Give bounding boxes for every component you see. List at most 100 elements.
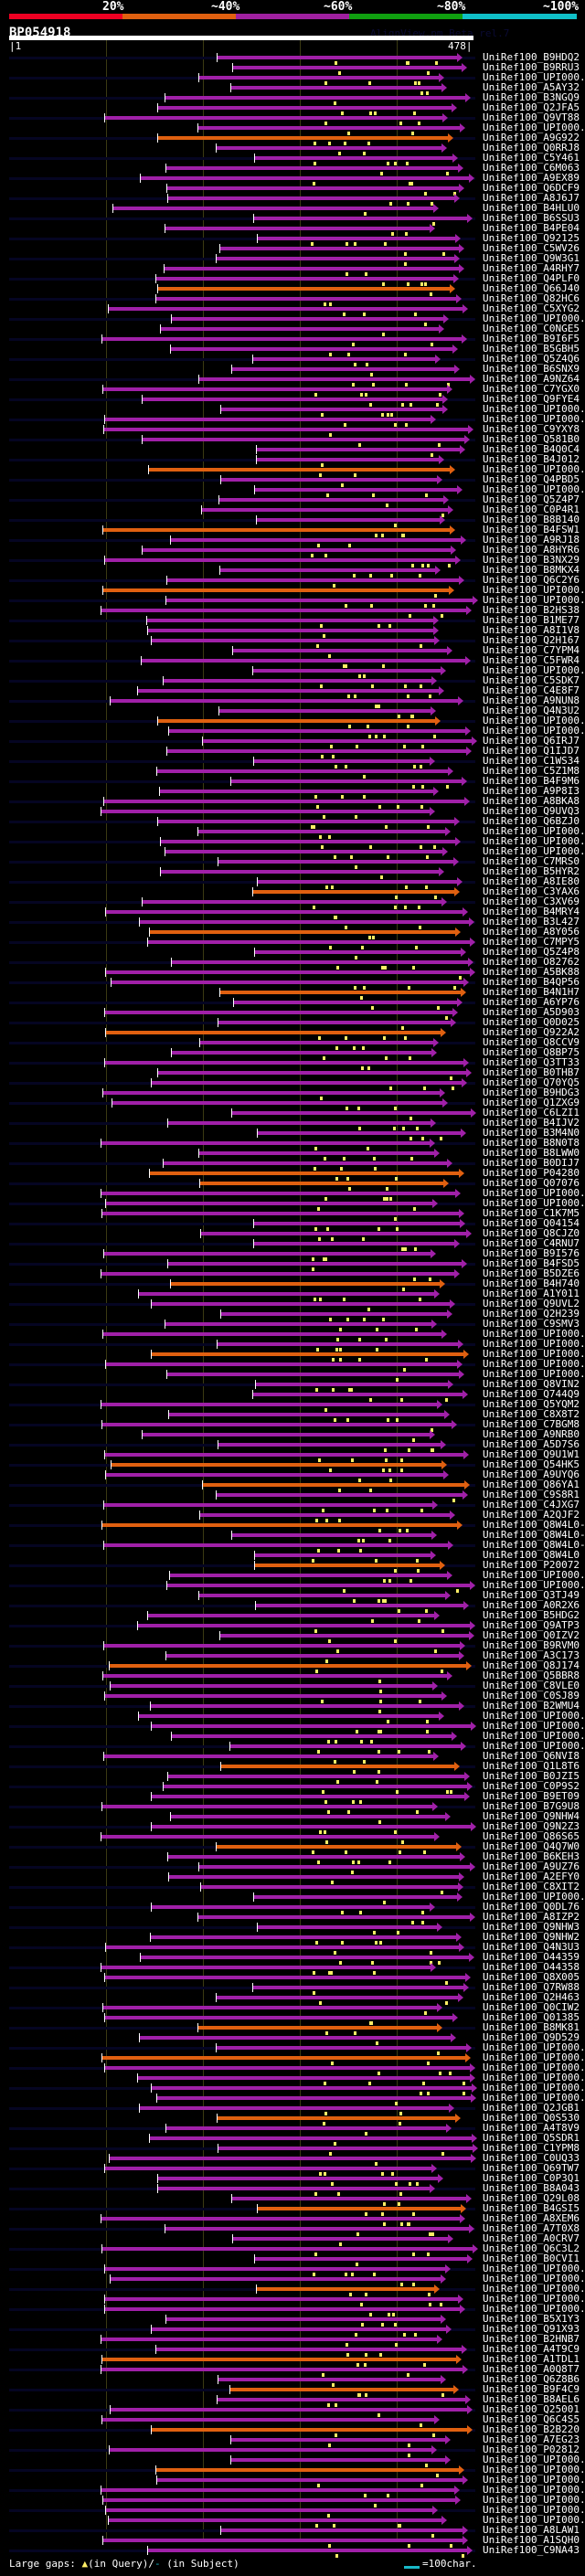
hit-row[interactable]: UniRef100_UPI000.. — [0, 2303, 585, 2316]
hit-label[interactable]: UniRef100_Q25001 — [483, 2403, 580, 2415]
hit-label[interactable]: UniRef100_A9NUN8 — [483, 694, 580, 706]
hit-label[interactable]: UniRef100_UPI000.. — [483, 2263, 585, 2274]
hit-label[interactable]: UniRef100_C5SDK7 — [483, 674, 580, 686]
hit-row[interactable]: UniRef100_C0P3Q1 — [0, 2172, 585, 2186]
hit-row[interactable]: UniRef100_A5BK88 — [0, 966, 585, 980]
hit-label[interactable]: UniRef100_A8IE80 — [483, 875, 580, 887]
hit-row[interactable]: UniRef100_B5HYR2 — [0, 865, 585, 879]
hit-label[interactable]: UniRef100_O44358 — [483, 1961, 580, 1973]
hit-label[interactable]: UniRef100_C1YPM8 — [483, 2142, 580, 2154]
hit-label[interactable]: UniRef100_Q2JFA5 — [483, 101, 580, 113]
hit-row[interactable]: UniRef100_B4J012 — [0, 453, 585, 467]
hit-label[interactable]: UniRef100_UPI000.. — [483, 1358, 585, 1370]
hit-row[interactable]: UniRef100_Q8CCV9 — [0, 1036, 585, 1050]
hit-label[interactable]: UniRef100_UPI000.. — [483, 403, 585, 415]
hit-row[interactable]: UniRef100_C1K7M5 — [0, 1207, 585, 1221]
hit-label[interactable]: UniRef100_UPI000.. — [483, 2474, 585, 2486]
hit-label[interactable]: UniRef100_Q5BBR8 — [483, 1670, 580, 1681]
hit-row[interactable]: UniRef100_A4T8V9 — [0, 2122, 585, 2136]
hit-row[interactable]: UniRef100_B0CVI1 — [0, 2253, 585, 2266]
hit-row[interactable]: UniRef100_B8MKX4 — [0, 564, 585, 578]
hit-row[interactable]: UniRef100_Q0RRJ8 — [0, 142, 585, 155]
hit-row[interactable]: UniRef100_B3L427 — [0, 916, 585, 929]
hit-label[interactable]: UniRef100_A5D903 — [483, 1006, 580, 1018]
hit-label[interactable]: UniRef100_UPI000.. — [483, 2504, 585, 2516]
hit-row[interactable]: UniRef100_C9YXY8 — [0, 423, 585, 437]
hit-label[interactable]: UniRef100_UPI000.. — [483, 1187, 585, 1199]
hit-label[interactable]: UniRef100_A8I1V8 — [483, 624, 580, 636]
hit-label[interactable]: UniRef100_UPI000.. — [483, 835, 585, 847]
hit-row[interactable]: UniRef100_A9NUN8 — [0, 694, 585, 708]
hit-row[interactable]: UniRef100_Q6C4S5 — [0, 2413, 585, 2427]
hit-row[interactable]: UniRef100_C5FWR4 — [0, 654, 585, 668]
hit-label[interactable]: UniRef100_B4GSI5 — [483, 2202, 580, 2214]
hit-row[interactable]: UniRef100_Q744Q9 — [0, 1388, 585, 1402]
hit-label[interactable]: UniRef100_C6LZI1 — [483, 1107, 580, 1118]
hit-row[interactable]: UniRef100_UPI000.. — [0, 1730, 585, 1744]
hit-row[interactable]: UniRef100_Q8CJZ0 — [0, 1227, 585, 1241]
hit-label[interactable]: UniRef100_C5FWR4 — [483, 654, 580, 666]
hit-row[interactable]: UniRef100_O44358 — [0, 1961, 585, 1975]
hit-label[interactable]: UniRef100_UPI000.. — [483, 2303, 585, 2315]
hit-label[interactable]: UniRef100_B4PE04 — [483, 222, 580, 234]
hit-label[interactable]: UniRef100_B9RRU3 — [483, 61, 580, 73]
hit-row[interactable]: UniRef100_B3NGQ9 — [0, 91, 585, 105]
hit-row[interactable]: UniRef100_B8MK81 — [0, 2021, 585, 2035]
hit-row[interactable]: UniRef100_UPI000.. — [0, 2464, 585, 2477]
hit-label[interactable]: UniRef100_Q6Z8B6 — [483, 2373, 580, 2385]
hit-label[interactable]: UniRef100_C9YXY8 — [483, 423, 580, 435]
hit-label[interactable]: UniRef100_UPI000.. — [483, 2092, 585, 2104]
hit-label[interactable]: UniRef100_A9G922 — [483, 132, 580, 143]
hit-label[interactable]: UniRef100_UPI000.. — [483, 2494, 585, 2506]
hit-label[interactable]: UniRef100_Q8BP75 — [483, 1046, 580, 1058]
hit-label[interactable]: UniRef100_Q9NHW4 — [483, 1810, 580, 1822]
hit-label[interactable]: UniRef100_Q07076 — [483, 1177, 580, 1189]
hit-row[interactable]: UniRef100_Q8W4L0-3 — [0, 1529, 585, 1542]
hit-label[interactable]: UniRef100_B8MK81 — [483, 2021, 580, 2033]
hit-label[interactable]: UniRef100_B8A043 — [483, 2182, 580, 2194]
hit-label[interactable]: UniRef100_Q66J40 — [483, 282, 580, 294]
hit-row[interactable]: UniRef100_Q8W4L0-2 — [0, 1519, 585, 1532]
hit-row[interactable]: UniRef100_Q2H167 — [0, 634, 585, 648]
hit-label[interactable]: UniRef100_Q91X93 — [483, 2323, 580, 2335]
hit-label[interactable]: UniRef100_Q0RRJ8 — [483, 142, 580, 154]
hit-row[interactable]: UniRef100_Q9VT88 — [0, 111, 585, 125]
hit-row[interactable]: UniRef100_UPI000.. — [0, 1197, 585, 1211]
hit-row[interactable]: UniRef100_B0THB7 — [0, 1066, 585, 1080]
hit-label[interactable]: UniRef100_C8X8T2 — [483, 1408, 580, 1420]
hit-label[interactable]: UniRef100_C7BGM8 — [483, 1418, 580, 1430]
hit-label[interactable]: UniRef100_B3M4N0 — [483, 1127, 580, 1139]
hit-row[interactable]: UniRef100_Q25001 — [0, 2403, 585, 2417]
hit-label[interactable]: UniRef100_A9UYQ6 — [483, 1468, 580, 1480]
hit-label[interactable]: UniRef100_UPI000.. — [483, 1197, 585, 1209]
hit-row[interactable]: UniRef100_B8AEL6 — [0, 2393, 585, 2407]
hit-row[interactable]: UniRef100_UPI000.. — [0, 1358, 585, 1372]
hit-row[interactable]: UniRef100_Q9D529 — [0, 2031, 585, 2045]
hit-row[interactable]: UniRef100_B2B220 — [0, 2423, 585, 2437]
hit-label[interactable]: UniRef100_UPI000.. — [483, 2072, 585, 2083]
hit-label[interactable]: UniRef100_Q86YA1 — [483, 1479, 580, 1490]
hit-row[interactable]: UniRef100_Q922A2 — [0, 1026, 585, 1040]
hit-row[interactable]: UniRef100_UPI000.. — [0, 2092, 585, 2105]
hit-row[interactable]: UniRef100_C0UQ33 — [0, 2152, 585, 2166]
hit-label[interactable]: UniRef100_B3NGQ9 — [483, 91, 580, 103]
hit-row[interactable]: UniRef100_B3M4N0 — [0, 1127, 585, 1140]
hit-row[interactable]: UniRef100_Q4N3U2 — [0, 705, 585, 718]
hit-row[interactable]: UniRef100_UPI000.. — [0, 1187, 585, 1201]
hit-row[interactable]: UniRef100_UPI000.. — [0, 413, 585, 427]
hit-row[interactable]: UniRef100_UPI000.. — [0, 845, 585, 859]
hit-row[interactable]: UniRef100_A9EX89 — [0, 172, 585, 186]
hit-row[interactable]: UniRef100_C7YPM4 — [0, 644, 585, 658]
hit-label[interactable]: UniRef100_Q0DL76 — [483, 1901, 580, 1913]
hit-row[interactable]: UniRef100_A0Q8T7 — [0, 2363, 585, 2377]
hit-row[interactable]: UniRef100_UPI000.. — [0, 1710, 585, 1723]
hit-row[interactable]: UniRef100_A9P8I3 — [0, 785, 585, 799]
hit-label[interactable]: UniRef100_B0DIJ7 — [483, 1157, 580, 1169]
hit-label[interactable]: UniRef100_Q6BZJ0 — [483, 815, 580, 827]
hit-row[interactable]: UniRef100_B9RRU3 — [0, 61, 585, 75]
hit-row[interactable]: UniRef100_UPI000.. — [0, 594, 585, 608]
hit-label[interactable]: UniRef100_A8IZP2 — [483, 1911, 580, 1923]
hit-label[interactable]: UniRef100_P04280 — [483, 1167, 580, 1179]
hit-label[interactable]: UniRef100_Q69TW7 — [483, 2162, 580, 2174]
hit-row[interactable]: UniRef100_C5WV26 — [0, 242, 585, 256]
